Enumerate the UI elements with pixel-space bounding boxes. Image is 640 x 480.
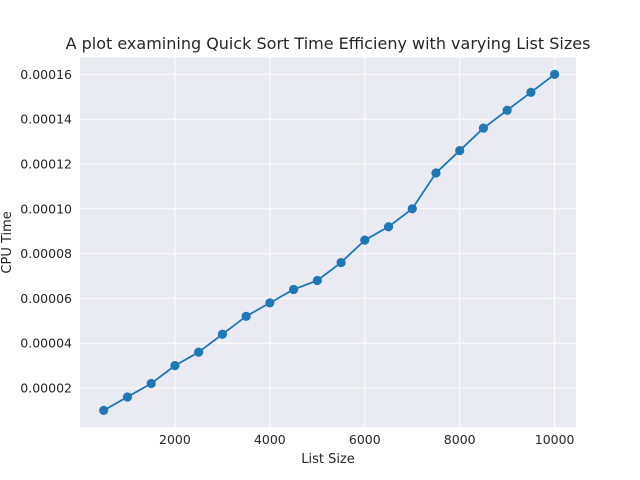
data-point [550,69,560,79]
data-point [455,145,465,156]
y-tick-label: 0.00010 [20,201,72,216]
data-point [194,347,204,357]
x-axis-label: List Size [301,452,355,467]
grid-lines [80,57,576,428]
data-point [478,123,489,133]
data-point [170,361,180,371]
data-point [265,298,275,308]
x-tick-label: 10000 [535,432,575,447]
y-tick-label: 0.00002 [20,381,72,396]
data-point [99,405,109,415]
chart-title: A plot examining Quick Sort Time Efficie… [66,34,591,53]
data-point [383,222,394,232]
data-point [122,392,133,402]
data-point [526,87,536,97]
data-point [502,105,512,115]
data-point [217,329,227,339]
data-series [99,69,560,415]
data-point [312,275,322,286]
data-point [431,168,441,178]
tick-labels: 2000 4000 6000 8000 10000 0.00002 0.00004 0.000… [20,67,574,447]
data-point [336,257,346,268]
y-tick-label: 0.00008 [20,246,72,261]
data-point [360,235,370,245]
x-tick-label: 8000 [444,432,476,447]
x-tick-label: 6000 [349,432,381,447]
y-tick-label: 0.00004 [20,336,72,351]
data-point [288,284,299,295]
y-tick-label: 0.00016 [20,67,72,82]
y-tick-label: 0.00006 [20,291,72,306]
x-tick-label: 4000 [254,432,286,447]
y-tick-label: 0.00012 [20,157,72,172]
y-tick-label: 0.00014 [20,112,72,127]
y-axis-label: CPU Time [0,211,15,273]
data-point [241,311,251,321]
data-point [407,204,417,214]
data-point [146,378,156,389]
plot-area [80,57,576,428]
x-tick-label: 2000 [159,432,191,447]
